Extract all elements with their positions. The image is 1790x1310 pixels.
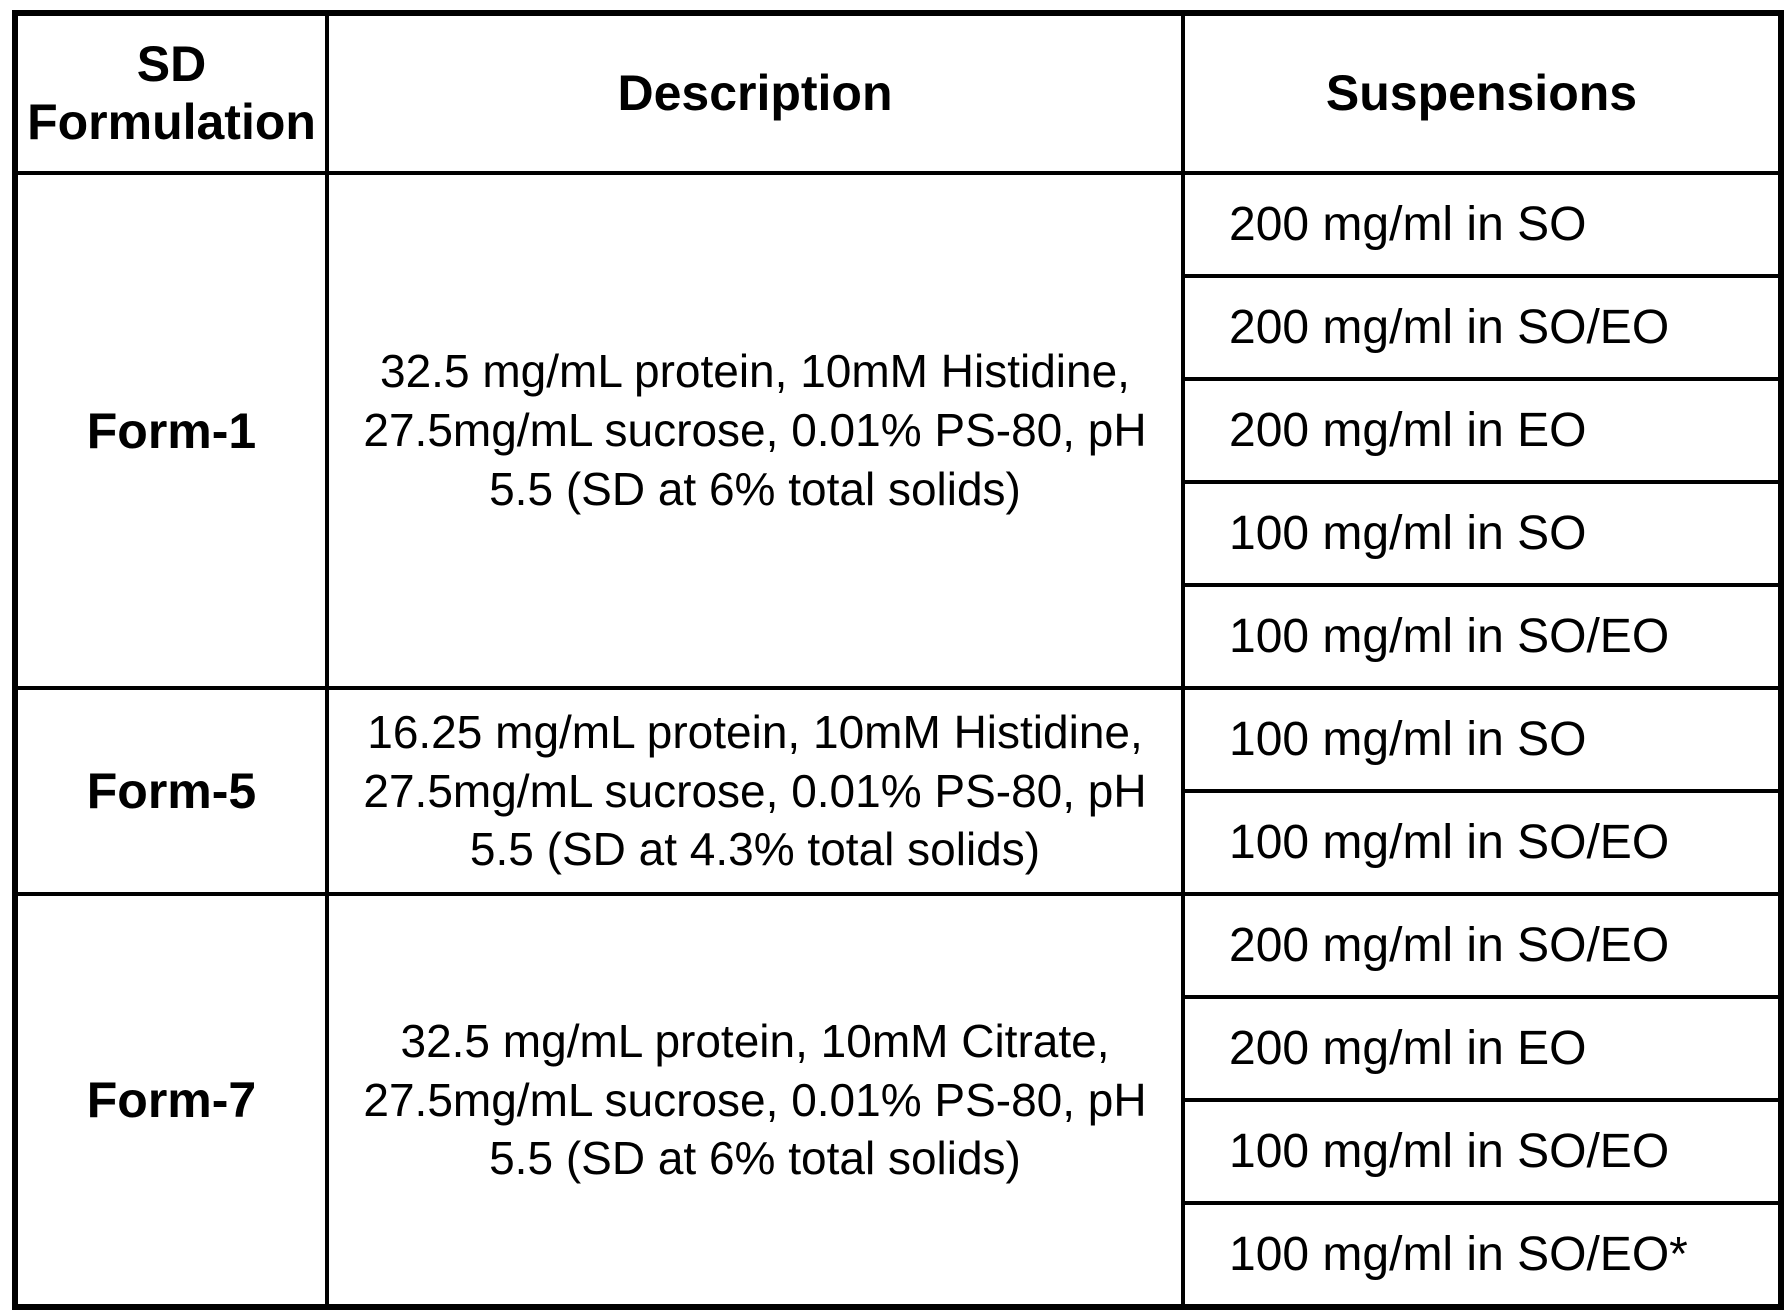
- description-cell-form-7: 32.5 mg/mL protein, 10mM Citrate, 27.5mg…: [325, 892, 1185, 1309]
- formulation-cell-form-5: Form-5: [13, 686, 329, 896]
- suspension-cell: 200 mg/ml in EO: [1181, 995, 1783, 1102]
- suspension-cell: 200 mg/ml in SO: [1181, 171, 1783, 278]
- suspension-cell: 100 mg/ml in SO: [1181, 686, 1783, 793]
- header-suspensions: Suspensions: [1181, 11, 1783, 175]
- description-cell-form-5: 16.25 mg/mL protein, 10mM Histidine, 27.…: [325, 686, 1185, 896]
- header-description: Description: [325, 11, 1185, 175]
- table-row: Form-7 32.5 mg/mL protein, 10mM Citrate,…: [13, 892, 1783, 1309]
- suspension-cell: 100 mg/ml in SO/EO: [1181, 583, 1783, 690]
- suspension-cell: 100 mg/ml in SO/EO*: [1181, 1201, 1783, 1309]
- suspension-cell: 100 mg/ml in SO/EO: [1181, 789, 1783, 896]
- description-cell-form-1: 32.5 mg/mL protein, 10mM Histidine, 27.5…: [325, 171, 1185, 690]
- suspension-cell: 200 mg/ml in EO: [1181, 377, 1783, 484]
- table-row: 100 mg/ml in SO: [15, 480, 1783, 587]
- table-row: 200 mg/ml in EO: [15, 995, 1783, 1102]
- suspension-cell: 100 mg/ml in SO: [1181, 480, 1783, 587]
- table-row: 100 mg/ml in SO/EO: [15, 789, 1783, 896]
- suspension-cell: 200 mg/ml in SO/EO: [1181, 892, 1783, 999]
- suspension-cell: 200 mg/ml in SO/EO: [1181, 274, 1783, 381]
- formulation-cell-form-7: Form-7: [13, 892, 329, 1309]
- table-row: 100 mg/ml in SO/EO: [15, 1098, 1783, 1205]
- table-row: Form-1 32.5 mg/mL protein, 10mM Histidin…: [13, 171, 1783, 690]
- formulation-cell-form-1: Form-1: [13, 171, 329, 690]
- header-sd-formulation: SD Formulation: [13, 11, 329, 175]
- table-header-row: SD Formulation Description Suspensions: [13, 11, 1783, 175]
- sd-formulation-table: SD Formulation Description Suspensions F…: [12, 10, 1784, 1310]
- table-row: Form-5 16.25 mg/mL protein, 10mM Histidi…: [13, 686, 1783, 896]
- table-row: 100 mg/ml in SO/EO: [15, 583, 1783, 690]
- table-row: 200 mg/ml in EO: [15, 377, 1783, 484]
- table-row: 200 mg/ml in SO/EO: [15, 274, 1783, 381]
- suspension-cell: 100 mg/ml in SO/EO: [1181, 1098, 1783, 1205]
